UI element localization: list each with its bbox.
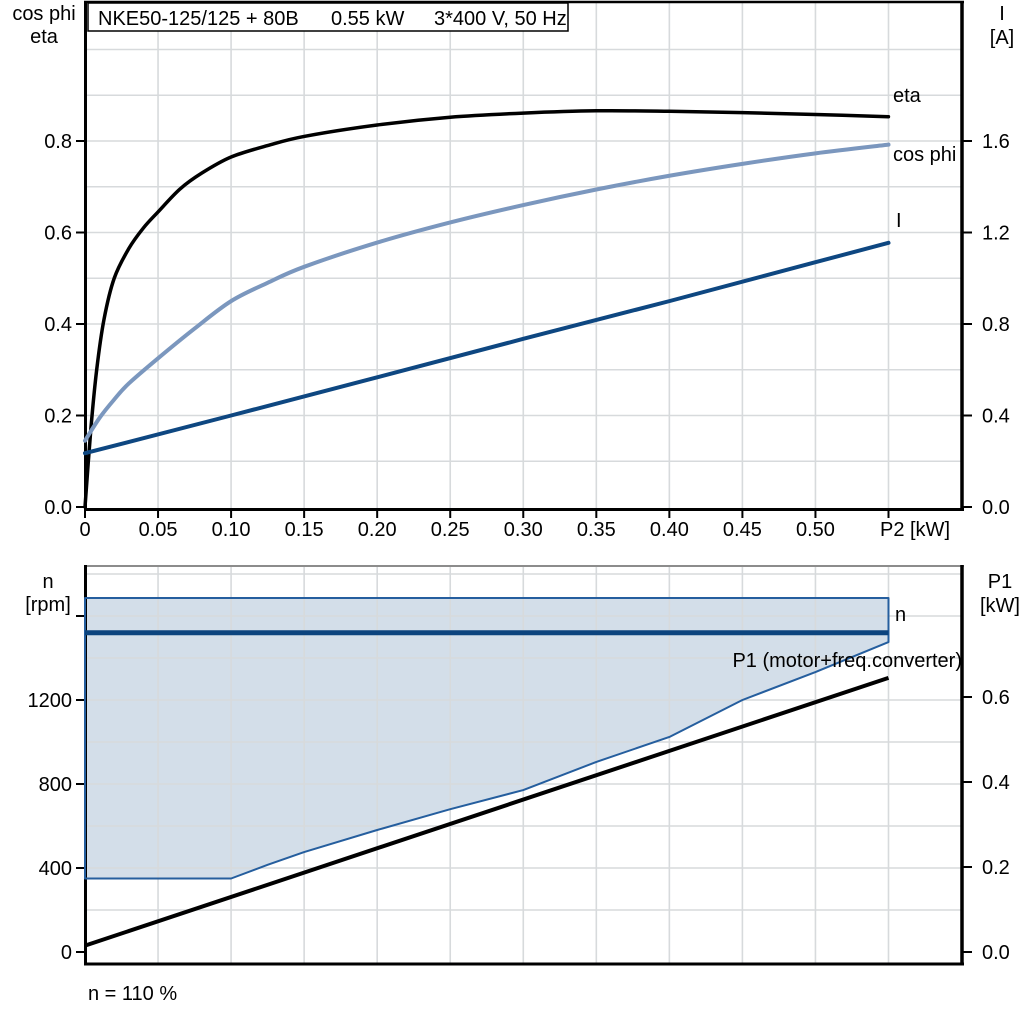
x-tick-label: 0.45	[723, 519, 762, 541]
eta-curve-label: eta	[893, 85, 922, 107]
bottom-right-axis-label-line1: P1	[988, 571, 1012, 593]
x-tick-label: 0.05	[139, 519, 178, 541]
y-tick-label-left: 400	[39, 858, 72, 880]
top-chart-gridlines	[85, 2, 962, 510]
bottom-chart-ticks: 0 400 800 1200 0.0 0.2 0.4 0.6	[28, 615, 1010, 964]
speed-curve-label: n	[895, 604, 906, 626]
y-tick-label-right: 1.2	[982, 223, 1010, 245]
current-curve-label: I	[896, 210, 902, 232]
y-tick-label-right: 0.4	[982, 406, 1010, 428]
p1-curve-label: P1 (motor+freq.converter)	[732, 650, 962, 672]
top-chart-ticks: 0 0.05 0.10 0.15 0.20 0.25 0.30 0.35 0.40 0.45 0.5…	[44, 131, 1010, 541]
eta-curve	[83, 108, 891, 509]
top-right-axis-label-line2: [A]	[990, 27, 1014, 49]
top-x-axis-unit-label: P2 [kW]	[880, 519, 950, 541]
y-tick-label-right: 0.6	[982, 687, 1010, 709]
title-box	[87, 2, 569, 32]
x-tick-label: 0	[79, 519, 90, 541]
operating-area-fill	[85, 597, 889, 879]
y-tick-label-right: 1.6	[982, 131, 1010, 153]
x-tick-label: 0.35	[577, 519, 616, 541]
y-tick-label-right: 0.8	[982, 314, 1010, 336]
current-curve	[83, 240, 891, 456]
operating-area-border	[84, 596, 890, 880]
y-tick-label-right: 0.2	[982, 857, 1010, 879]
bottom-right-axis-label-line2: [kW]	[980, 595, 1020, 617]
y-tick-label-left: 800	[39, 774, 72, 796]
top-right-axis-label-line1: I	[999, 3, 1005, 25]
y-tick-label-right: 0.0	[982, 942, 1010, 964]
y-tick-label-left: 0.6	[44, 223, 72, 245]
y-tick-label-left: 0.2	[44, 406, 72, 428]
speed-footnote: n = 110 %	[88, 983, 177, 1005]
y-tick-label-left: 0.8	[44, 131, 72, 153]
top-left-axis-label-line2: eta	[30, 26, 59, 48]
x-tick-label: 0.20	[358, 519, 397, 541]
cos-phi-curve-label: cos phi	[893, 144, 956, 166]
y-tick-label-right: 0.4	[982, 772, 1010, 794]
top-left-axis-label-line1: cos phi	[12, 3, 75, 25]
cos-phi-curve	[83, 142, 891, 443]
x-tick-label: 0.40	[650, 519, 689, 541]
title-model: NKE50-125/125 + 80B	[98, 8, 299, 30]
bottom-left-axis-label-line2: [rpm]	[25, 594, 71, 616]
top-chart-frame	[84, 0, 964, 511]
y-tick-label-left: 0	[61, 942, 72, 964]
y-tick-label-left: 1200	[28, 690, 73, 712]
x-tick-label: 0.10	[212, 519, 251, 541]
p1-curve	[84, 675, 890, 948]
x-tick-label: 0.50	[796, 519, 835, 541]
x-tick-label: 0.15	[285, 519, 324, 541]
title-supply: 3*400 V, 50 Hz	[434, 8, 567, 30]
y-tick-label-right: 0.0	[982, 497, 1010, 519]
bottom-chart-fill-layer	[85, 597, 889, 879]
x-tick-label: 0.30	[504, 519, 543, 541]
title-power: 0.55 kW	[331, 8, 404, 30]
x-tick-label: 0.25	[431, 519, 470, 541]
bottom-chart-curves	[84, 596, 890, 948]
y-tick-label-left: 0.0	[44, 497, 72, 519]
y-tick-label-left: 0.4	[44, 314, 72, 336]
top-chart-curves	[83, 108, 891, 509]
bottom-left-axis-label-line1: n	[42, 571, 53, 593]
